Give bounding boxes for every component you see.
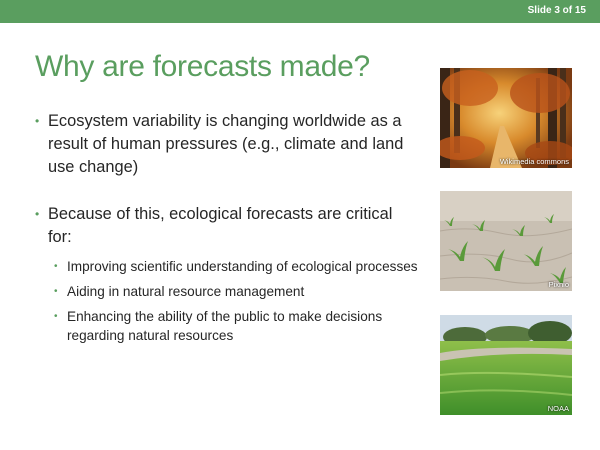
bullet-item: • Because of this, ecological forecasts … (35, 203, 420, 345)
bullet-text: Because of this, ecological forecasts ar… (48, 205, 393, 246)
subbullet-text: Improving scientific understanding of ec… (67, 259, 418, 274)
photo-credit: Pixnio (548, 280, 569, 289)
bullet-dot-icon: • (54, 261, 58, 272)
subbullet-list: • Improving scientific understanding of … (54, 257, 420, 345)
bullet-dot-icon: • (35, 207, 40, 221)
bullet-text: Ecosystem variability is changing worldw… (48, 112, 404, 176)
slide-title: Why are forecasts made? (35, 50, 370, 83)
seedlings-photo: Pixnio (440, 191, 572, 291)
subbullet-item: • Aiding in natural resource management (54, 282, 420, 301)
top-bar: Slide 3 of 15 (0, 0, 600, 23)
bullet-list: • Ecosystem variability is changing worl… (35, 110, 420, 345)
bullet-dot-icon: • (54, 286, 58, 297)
bullet-dot-icon: • (35, 114, 40, 128)
subbullet-text: Aiding in natural resource management (67, 284, 305, 299)
subbullet-item: • Improving scientific understanding of … (54, 257, 420, 276)
slide-counter: Slide 3 of 15 (527, 5, 586, 16)
photo-credit: Wikimedia commons (499, 157, 569, 166)
algae-bloom-photo: NOAA (440, 315, 572, 415)
subbullet-item: • Enhancing the ability of the public to… (54, 307, 420, 345)
autumn-forest-photo: Wikimedia commons (440, 68, 572, 168)
subbullet-text: Enhancing the ability of the public to m… (67, 309, 383, 343)
bullet-item: • Ecosystem variability is changing worl… (35, 110, 420, 179)
photo-credit: NOAA (547, 404, 569, 413)
bullet-dot-icon: • (54, 311, 58, 322)
